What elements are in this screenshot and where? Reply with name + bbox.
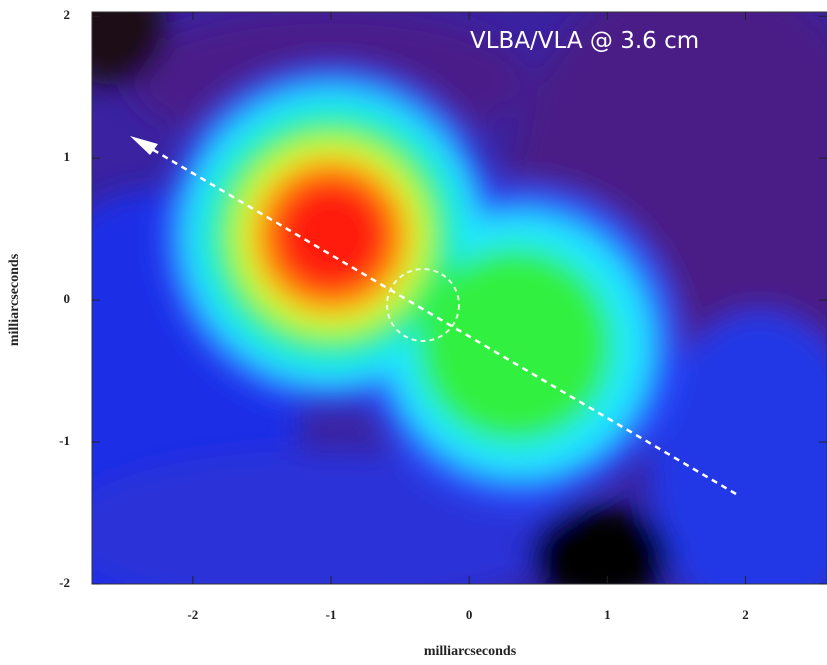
y-tick-label: 2 bbox=[64, 7, 71, 22]
y-tick-label: -2 bbox=[59, 575, 70, 590]
y-tick-label: 1 bbox=[64, 149, 71, 164]
y-tick-label: 0 bbox=[64, 291, 71, 306]
y-axis-label: milliarcseconds bbox=[7, 253, 22, 346]
x-tick-label: 0 bbox=[466, 607, 473, 622]
x-axis-label: milliarcseconds bbox=[424, 644, 517, 659]
x-tick-label: 2 bbox=[742, 607, 749, 622]
intensity-region bbox=[530, 505, 670, 605]
x-tick-label: -1 bbox=[326, 607, 337, 622]
intensity-region bbox=[273, 178, 389, 294]
x-tick-label: -2 bbox=[187, 607, 198, 622]
chart: VLBA/VLA @ 3.6 cm milliarcseconds millia… bbox=[0, 0, 827, 665]
map-annotation: VLBA/VLA @ 3.6 cm bbox=[470, 28, 699, 54]
intensity-region bbox=[417, 247, 613, 443]
x-tick-label: 1 bbox=[604, 607, 611, 622]
y-tick-label: -1 bbox=[59, 433, 70, 448]
radio-map bbox=[0, 0, 827, 650]
